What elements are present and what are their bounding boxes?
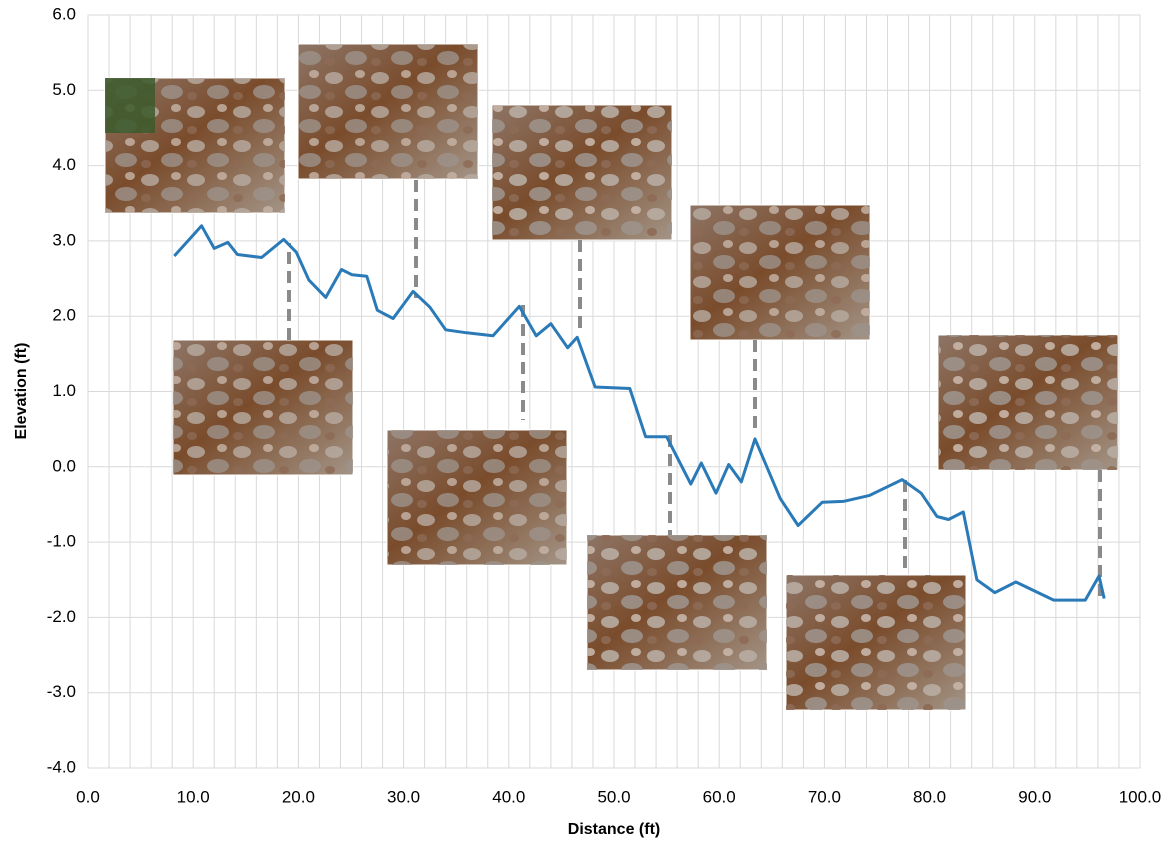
y-tick-label: 3.0 — [52, 230, 76, 249]
y-tick-label: 0.0 — [52, 456, 76, 475]
x-tick-label: 20.0 — [282, 787, 315, 806]
x-tick-label: 50.0 — [597, 787, 630, 806]
photo — [172, 339, 354, 476]
x-tick-label: 10.0 — [177, 787, 210, 806]
series-line — [173, 224, 1106, 602]
marks — [173, 224, 1106, 602]
x-tick-label: 0.0 — [76, 787, 100, 806]
x-tick-label: 100.0 — [1119, 787, 1162, 806]
x-tick-label: 30.0 — [387, 787, 420, 806]
x-tick-label: 70.0 — [808, 787, 841, 806]
photo — [297, 43, 479, 180]
photo — [689, 204, 871, 341]
x-tick-label: 80.0 — [913, 787, 946, 806]
photo — [386, 429, 568, 566]
photo — [785, 574, 967, 711]
y-tick-label: 5.0 — [52, 80, 76, 99]
photo — [104, 77, 286, 214]
x-tick-label: 90.0 — [1018, 787, 1051, 806]
y-axis-title: Elevation (ft) — [13, 343, 30, 440]
x-tick-label: 40.0 — [492, 787, 525, 806]
y-tick-label: -1.0 — [47, 532, 76, 551]
y-tick-label: 4.0 — [52, 155, 76, 174]
y-tick-label: 1.0 — [52, 381, 76, 400]
y-tick-label: -3.0 — [47, 682, 76, 701]
x-tick-label: 60.0 — [703, 787, 736, 806]
photo — [586, 534, 768, 671]
y-tick-label: -4.0 — [47, 757, 76, 776]
y-tick-label: -2.0 — [47, 607, 76, 626]
x-axis-title: Distance (ft) — [568, 821, 660, 838]
plot-border — [87, 14, 1141, 769]
photos — [104, 43, 1119, 711]
y-tick-label: 6.0 — [52, 4, 76, 23]
photo — [491, 104, 673, 241]
y-tick-label: 2.0 — [52, 306, 76, 325]
photo — [937, 334, 1119, 471]
